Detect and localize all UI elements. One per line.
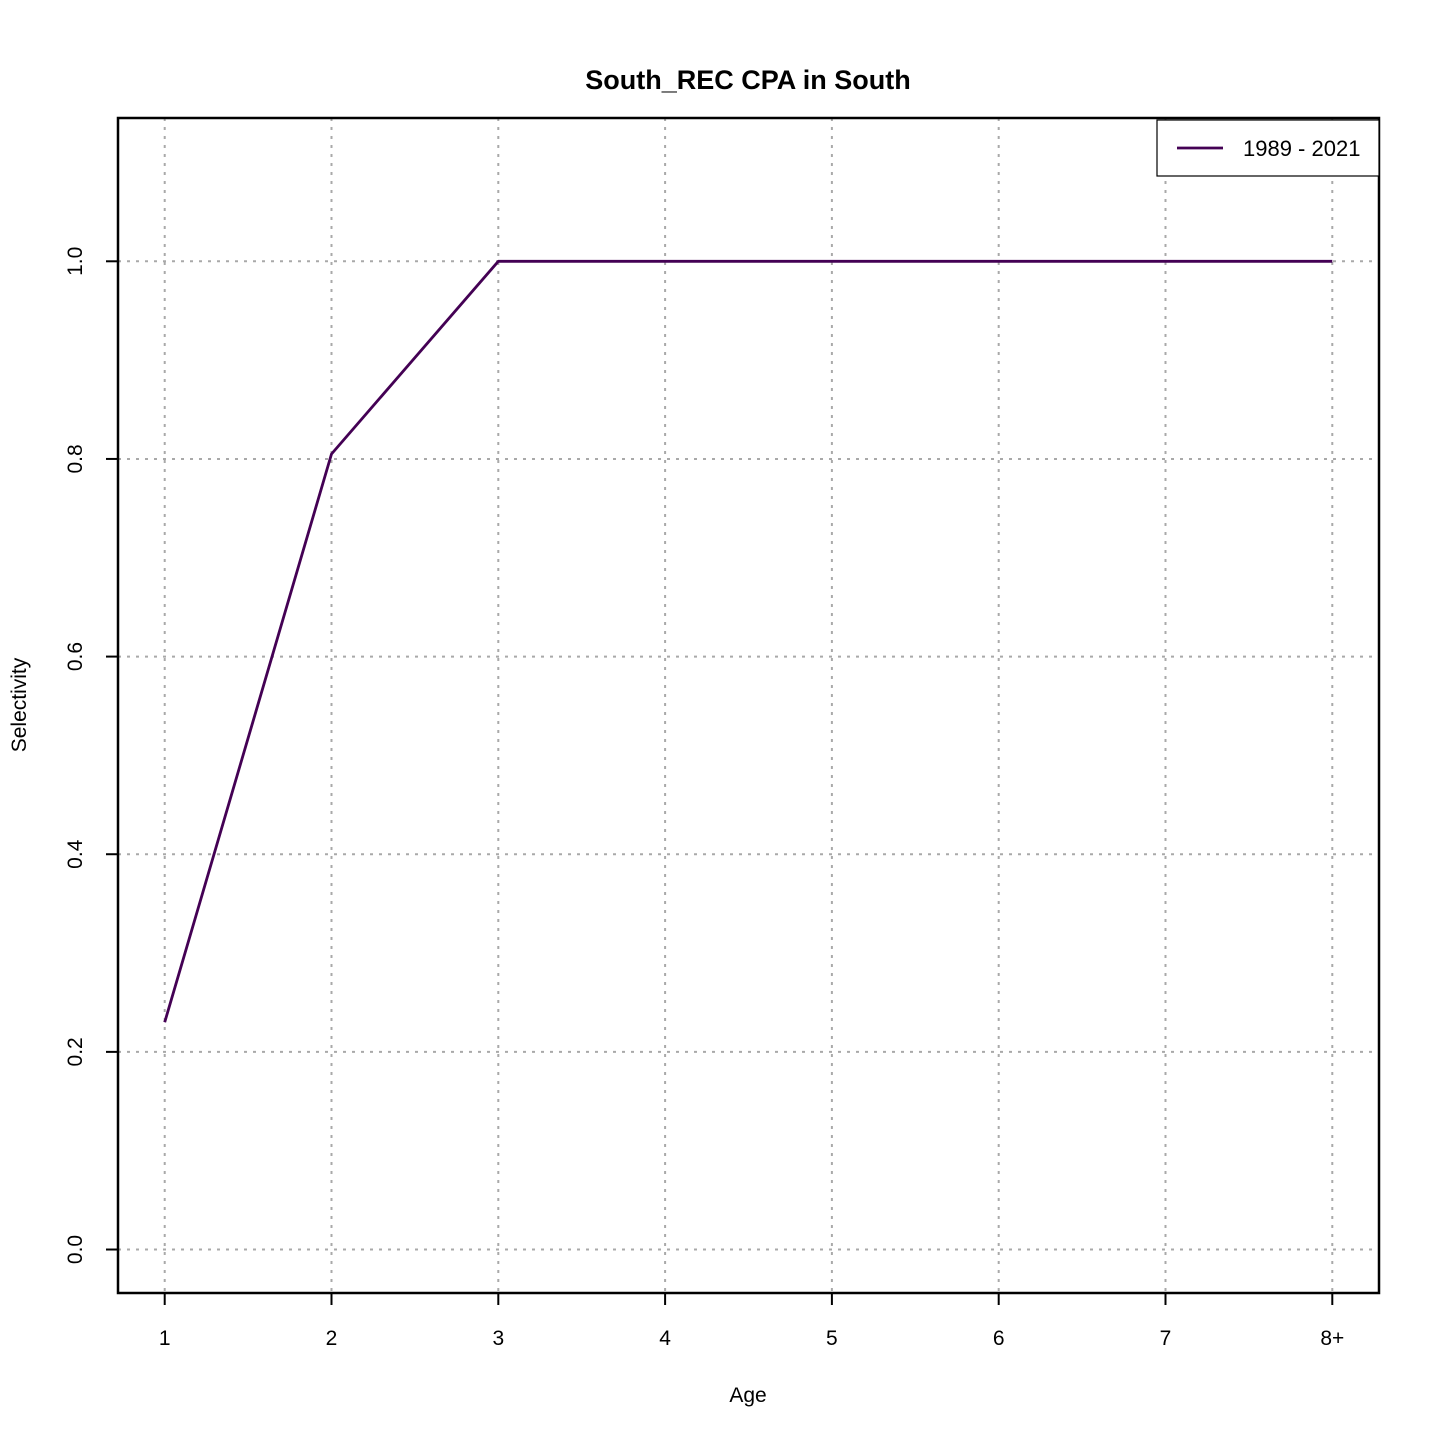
x-tick-label: 2: [326, 1327, 338, 1350]
grid-lines: [118, 118, 1379, 1293]
y-tick-label: 0.2: [64, 1037, 87, 1066]
x-tick-label: 7: [1160, 1327, 1172, 1350]
y-tick-label: 0.4: [64, 839, 87, 869]
y-tick-label: 1.0: [64, 247, 87, 276]
y-tick-label: 0.8: [64, 444, 87, 473]
x-tick-label: 3: [492, 1327, 504, 1350]
legend: 1989 - 2021: [1156, 119, 1380, 177]
x-axis: 1 2 3 4 5 6 7 8+: [159, 1292, 1344, 1350]
x-tick-label: 5: [826, 1327, 838, 1350]
y-tick-label: 0.0: [64, 1235, 87, 1264]
legend-label: 1989 - 2021: [1243, 136, 1360, 161]
series-lines: [163, 259, 1333, 1023]
y-tick-label: 0.6: [64, 642, 87, 671]
x-tick-label: 6: [993, 1327, 1005, 1350]
x-tick-label: 4: [659, 1327, 671, 1350]
series-line: [163, 259, 1333, 1023]
y-axis: 0.0 0.2 0.4 0.6 0.8 1.0: [64, 247, 119, 1264]
x-tick-label: 1: [159, 1327, 171, 1350]
plot-frame: [116, 116, 1381, 1295]
y-axis-label: Selectivity: [8, 657, 31, 752]
chart-title: South_REC CPA in South: [585, 65, 910, 95]
x-tick-label: 8+: [1320, 1327, 1344, 1350]
x-axis-label: Age: [729, 1384, 766, 1407]
